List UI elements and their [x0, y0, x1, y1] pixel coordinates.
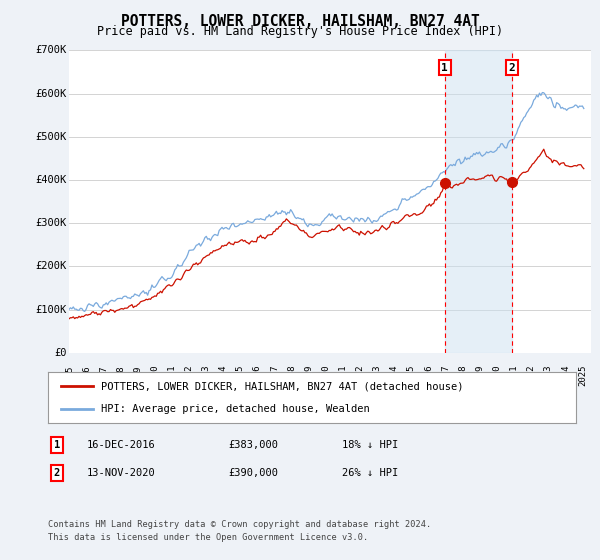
Text: 2: 2: [54, 468, 60, 478]
Text: 2012: 2012: [355, 365, 364, 386]
Text: £300K: £300K: [35, 218, 67, 228]
Text: 1997: 1997: [99, 365, 108, 386]
Text: 2017: 2017: [441, 365, 450, 386]
Text: 2003: 2003: [202, 365, 211, 386]
Text: £200K: £200K: [35, 262, 67, 272]
Text: 2007: 2007: [270, 365, 279, 386]
Text: 2001: 2001: [167, 365, 176, 386]
Text: Contains HM Land Registry data © Crown copyright and database right 2024.: Contains HM Land Registry data © Crown c…: [48, 520, 431, 529]
Text: 2006: 2006: [253, 365, 262, 386]
Text: 2008: 2008: [287, 365, 296, 386]
Text: Price paid vs. HM Land Registry's House Price Index (HPI): Price paid vs. HM Land Registry's House …: [97, 25, 503, 38]
Text: £100K: £100K: [35, 305, 67, 315]
Text: 1: 1: [442, 63, 448, 73]
Text: £500K: £500K: [35, 132, 67, 142]
Text: 2010: 2010: [321, 365, 330, 386]
Text: 2015: 2015: [407, 365, 416, 386]
Text: 2: 2: [508, 63, 515, 73]
Text: 2020: 2020: [493, 365, 502, 386]
Text: 2000: 2000: [150, 365, 159, 386]
Text: 2014: 2014: [389, 365, 398, 386]
Text: 2016: 2016: [424, 365, 433, 386]
Text: 2025: 2025: [578, 365, 587, 386]
Text: £390,000: £390,000: [228, 468, 278, 478]
Text: £383,000: £383,000: [228, 440, 278, 450]
Text: 2019: 2019: [475, 365, 484, 386]
Bar: [445, 50, 512, 353]
Text: 1998: 1998: [116, 365, 125, 386]
Text: £700K: £700K: [35, 45, 67, 55]
Text: £0: £0: [54, 348, 67, 358]
Text: 2013: 2013: [373, 365, 382, 386]
Text: HPI: Average price, detached house, Wealden: HPI: Average price, detached house, Weal…: [101, 404, 370, 414]
Text: 18% ↓ HPI: 18% ↓ HPI: [342, 440, 398, 450]
Text: 2022: 2022: [527, 365, 536, 386]
Text: £400K: £400K: [35, 175, 67, 185]
Text: 1999: 1999: [133, 365, 142, 386]
Text: 2023: 2023: [544, 365, 553, 386]
Text: 1996: 1996: [82, 365, 91, 386]
Text: 2021: 2021: [509, 365, 518, 386]
Text: 1: 1: [54, 440, 60, 450]
Text: 2011: 2011: [338, 365, 347, 386]
Text: 13-NOV-2020: 13-NOV-2020: [87, 468, 156, 478]
Text: 1995: 1995: [65, 365, 74, 386]
Text: 26% ↓ HPI: 26% ↓ HPI: [342, 468, 398, 478]
Text: £600K: £600K: [35, 88, 67, 99]
Text: 2005: 2005: [236, 365, 245, 386]
Text: 2004: 2004: [218, 365, 227, 386]
Text: This data is licensed under the Open Government Licence v3.0.: This data is licensed under the Open Gov…: [48, 533, 368, 542]
Text: POTTERS, LOWER DICKER, HAILSHAM, BN27 4AT: POTTERS, LOWER DICKER, HAILSHAM, BN27 4A…: [121, 14, 479, 29]
Text: 16-DEC-2016: 16-DEC-2016: [87, 440, 156, 450]
Text: 2002: 2002: [184, 365, 193, 386]
Text: POTTERS, LOWER DICKER, HAILSHAM, BN27 4AT (detached house): POTTERS, LOWER DICKER, HAILSHAM, BN27 4A…: [101, 381, 463, 391]
Text: 2009: 2009: [304, 365, 313, 386]
Text: 2018: 2018: [458, 365, 467, 386]
Text: 2024: 2024: [561, 365, 570, 386]
